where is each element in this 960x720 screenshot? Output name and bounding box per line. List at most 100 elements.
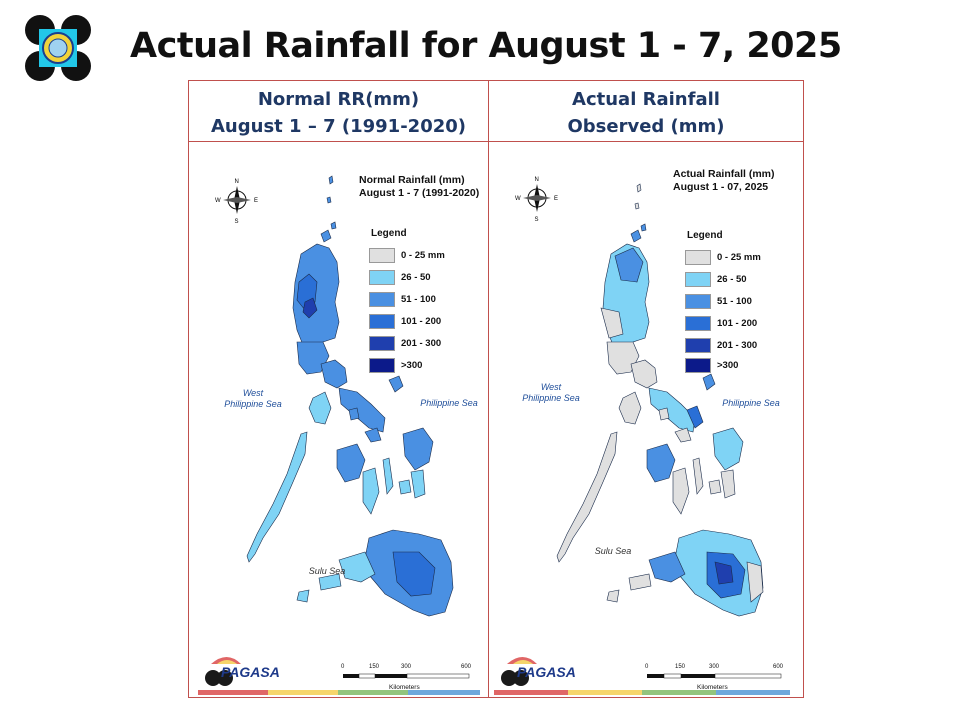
legend-swatch [369, 336, 395, 351]
scale-tick-label: 150 [369, 664, 380, 670]
legend-swatch [685, 358, 711, 373]
scale-bar: 0 150 300 600 Kilometers [645, 664, 785, 694]
legend-item: >300 [369, 358, 469, 374]
legend-label: 51 - 100 [717, 296, 752, 307]
scale-tick-label: 300 [709, 664, 720, 670]
scale-tick-label: 600 [773, 664, 784, 670]
stripe-segment [716, 690, 790, 695]
legend-label: 201 - 300 [401, 338, 442, 349]
normal-map-title-line1: Normal Rainfall (mm) [359, 174, 465, 186]
stripe-segment [568, 690, 642, 695]
svg-text:N: N [235, 179, 239, 185]
svg-text:E: E [254, 198, 258, 204]
scale-bar: 0 150 300 600 Kilometers [341, 664, 471, 694]
stripe-segment [494, 690, 568, 695]
actual-rainfall-header: Actual Rainfall Observed (mm) [489, 86, 803, 140]
scale-tick-label: 0 [341, 664, 345, 670]
west-philippine-sea-label: West Philippine Sea [224, 388, 282, 409]
normal-rainfall-map: N S W E [215, 175, 454, 617]
legend-swatch [369, 248, 395, 263]
stripe-segment [268, 690, 338, 695]
compass-rose-icon: N S W E [515, 177, 558, 223]
legend-swatch [685, 250, 711, 265]
legend-swatch [685, 316, 711, 331]
stripe-segment [642, 690, 716, 695]
legend-item: 101 - 200 [369, 314, 469, 330]
legend-label: >300 [717, 360, 739, 371]
legend-label: 26 - 50 [717, 274, 747, 285]
legend-item: 201 - 300 [369, 336, 469, 352]
pagasa-wordmark: PAGASA [517, 664, 576, 680]
normal-map-title-line2: August 1 - 7 (1991-2020) [359, 187, 480, 199]
pagasa-branding: PAGASA [499, 650, 609, 690]
legend-item: 201 - 300 [685, 338, 785, 354]
actual-rainfall-header-line1: Actual Rainfall [572, 89, 720, 110]
legend-label: 26 - 50 [401, 272, 431, 283]
legend-title: Legend [687, 230, 723, 241]
philippine-sea-label: Philippine Sea [420, 398, 478, 408]
sulu-sea-label: Sulu Sea [594, 546, 632, 556]
svg-text:W: W [215, 198, 221, 204]
normal-rr-header-line1: Normal RR(mm) [257, 89, 420, 110]
legend-item: 0 - 25 mm [369, 248, 469, 264]
actual-rainfall-header-line2: Observed (mm) [567, 116, 725, 137]
legend-label: >300 [401, 360, 423, 371]
legend-label: 101 - 200 [717, 318, 758, 329]
scale-unit: Kilometers [697, 684, 728, 691]
actual-map-title-line2: August 1 - 07, 2025 [673, 181, 769, 193]
legend-swatch [685, 272, 711, 287]
pagasa-logo-icon [501, 657, 537, 686]
slide-title: Actual Rainfall for August 1 - 7, 2025 [130, 26, 842, 66]
stripe-segment [198, 690, 268, 695]
pagasa-wordmark: PAGASA [221, 664, 280, 680]
normal-rr-header: Normal RR(mm) August 1 – 7 (1991-2020) [189, 86, 488, 140]
actual-map-title-line1: Actual Rainfall (mm) [673, 168, 775, 180]
scale-bar-graphic [647, 673, 782, 679]
legend-item: >300 [685, 358, 785, 374]
maps-frame [188, 80, 804, 698]
dost-pagasa-seal-icon [24, 14, 92, 82]
legend-swatch [685, 338, 711, 353]
svg-text:S: S [235, 219, 239, 225]
philippine-sea-label: Philippine Sea [722, 398, 780, 408]
scale-tick-label: 150 [675, 664, 686, 670]
legend-label: 201 - 300 [717, 340, 758, 351]
legend-title: Legend [371, 228, 407, 239]
stripe-segment [408, 690, 480, 695]
west-philippine-sea-label: West Philippine Sea [522, 382, 580, 403]
legend-item: 0 - 25 mm [685, 250, 785, 266]
svg-text:W: W [515, 196, 521, 202]
svg-text:N: N [535, 177, 539, 183]
actual-rainfall-map: N S W E [515, 177, 764, 617]
legend-item: 51 - 100 [369, 292, 469, 308]
legend-label: 0 - 25 mm [717, 252, 761, 263]
stripe-segment [338, 690, 408, 695]
legend-swatch [369, 292, 395, 307]
normal-rainfall-map-panel: N S W E [189, 142, 488, 698]
actual-rainfall-map-panel: N S W E [489, 142, 803, 698]
svg-text:E: E [554, 196, 558, 202]
sulu-sea-label: Sulu Sea [308, 566, 346, 576]
pagasa-logo-icon [205, 657, 241, 686]
legend-swatch [369, 314, 395, 329]
normal-map-title: Normal Rainfall (mm) August 1 - 7 (1991-… [359, 174, 479, 200]
legend-label: 0 - 25 mm [401, 250, 445, 261]
legend-item: 26 - 50 [685, 272, 785, 288]
scale-bar-graphic [343, 673, 470, 679]
frame-divider-horizontal [188, 141, 804, 142]
pagasa-branding: PAGASA [203, 650, 313, 690]
legend-swatch [369, 270, 395, 285]
legend-swatch [369, 358, 395, 373]
legend-swatch [685, 294, 711, 309]
svg-text:S: S [535, 217, 539, 223]
normal-rr-header-line2: August 1 – 7 (1991-2020) [211, 116, 466, 137]
compass-rose-icon: N S W E [215, 179, 258, 225]
frame-divider-vertical [488, 80, 489, 698]
scale-tick-label: 300 [401, 664, 412, 670]
scale-tick-label: 0 [645, 664, 649, 670]
scale-tick-label: 600 [461, 664, 472, 670]
scale-unit: Kilometers [389, 684, 420, 691]
legend-label: 51 - 100 [401, 294, 436, 305]
legend-item: 101 - 200 [685, 316, 785, 332]
legend-item: 51 - 100 [685, 294, 785, 310]
